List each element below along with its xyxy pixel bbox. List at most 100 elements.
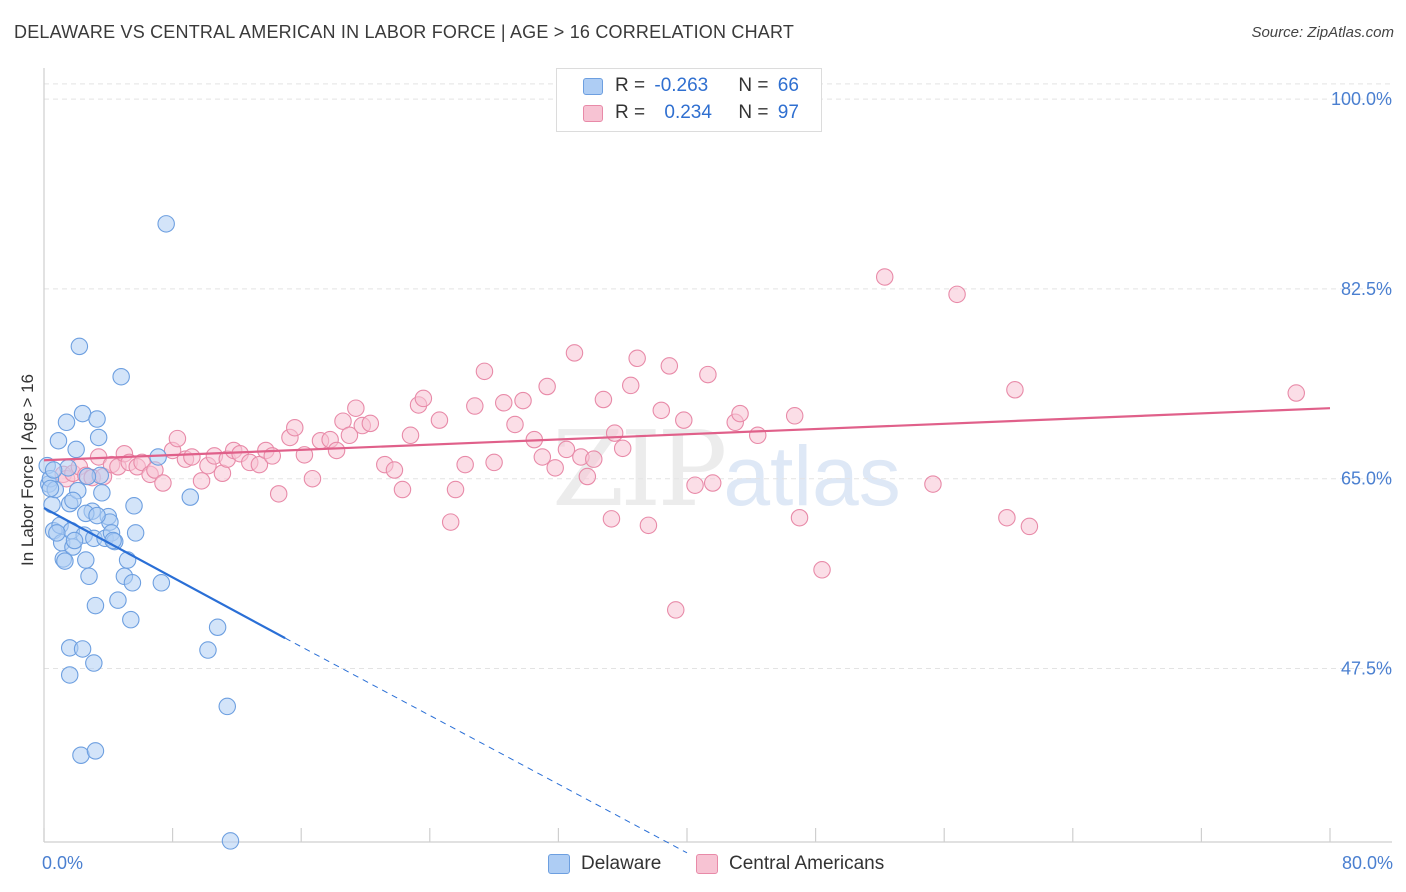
axes [43,68,1392,843]
central-americans-point-73 [613,439,632,458]
legend-row-central-americans: R = 0.234 N = 97 [583,100,799,126]
central-americans-point-71 [605,424,624,442]
delaware-point-48 [85,654,103,672]
delaware-point-25 [88,410,106,428]
delaware-point-52 [199,641,217,659]
delaware-point-28 [93,484,111,502]
central-americans-point-53 [446,480,465,499]
watermark-zip: ZIP [552,408,727,530]
central-americans-point-82 [699,365,717,384]
central-americans-point-55 [466,397,484,415]
central-americans-point-85 [731,404,749,423]
x-tick-label-max: 80.0% [1342,853,1393,873]
delaware-point-53 [208,618,227,637]
central-americans-point-42 [347,399,365,417]
delaware-point-20 [77,551,95,569]
central-americans-point-39 [327,441,346,460]
y-tick-label-3: 100.0% [1331,89,1392,109]
central-americans-point-54 [456,455,474,474]
delaware-point-42 [56,552,74,570]
legend-n-value: 66 [777,75,799,96]
delaware-point-65 [78,467,97,486]
central-americans-point-96 [1287,384,1305,402]
delaware-point-26 [89,428,108,447]
legend-r-value: -0.263 [654,75,709,96]
central-americans-point-74 [621,376,640,395]
central-americans-point-51 [430,411,449,429]
central-americans-point-36 [303,469,322,488]
bottom-legend-swatch-blue [548,854,570,874]
delaware-point-54 [218,697,237,716]
bottom-legend-label: Delaware [581,853,662,874]
delaware-point-46 [72,746,90,764]
delaware-point-41 [126,524,145,542]
bottom-legend-swatch-pink [696,854,718,874]
delaware-point-64 [41,479,60,498]
central-americans-point-75 [628,349,646,368]
legend-swatch-blue [583,77,603,95]
delaware-point-61 [88,506,106,525]
delaware-point-39 [123,574,142,592]
central-americans-point-72 [602,510,621,528]
delaware-point-60 [48,524,66,542]
gridlines [44,83,1392,669]
central-americans-points [54,268,1305,619]
central-americans-point-59 [506,415,524,434]
delaware-point-47 [86,742,105,760]
bottom-legend-central-americans: Central Americans [696,852,884,876]
legend-r-label: R = [615,75,651,96]
central-americans-point-94 [1006,381,1024,399]
central-americans-point-90 [875,268,894,286]
central-americans-point-87 [785,407,804,425]
delaware-point-15 [67,440,85,459]
central-americans-point-86 [748,426,767,445]
central-americans-point-70 [594,390,613,409]
delaware-point-38 [122,610,140,629]
delaware-point-50 [152,574,171,592]
delaware-trend-extension [284,637,688,854]
central-americans-point-18 [168,429,187,448]
central-americans-point-81 [686,476,704,494]
central-americans-point-52 [441,513,460,531]
delaware-point-44 [60,666,79,684]
delaware-point-59 [65,531,84,550]
y-tick-label-1: 65.0% [1341,469,1392,489]
legend-n-label: N = [738,102,774,123]
central-americans-point-20 [183,448,201,466]
delaware-point-49 [157,215,175,233]
central-americans-point-57 [485,453,503,472]
trend-lines [43,407,1331,854]
delaware-point-55 [221,832,240,850]
legend-n-value: 97 [777,102,799,123]
central-americans-point-77 [652,401,671,420]
delaware-point-57 [64,491,82,510]
central-americans-point-41 [340,426,359,445]
correlation-legend: R = -0.263 N = 66 R = 0.234 N = 97 [556,68,822,132]
delaware-trend-line [43,507,286,640]
central-americans-point-89 [813,561,831,579]
legend-swatch-pink [583,104,603,122]
central-americans-point-95 [1020,517,1039,536]
delaware-point-11 [59,459,77,477]
legend-n-label: N = [738,75,774,96]
central-americans-point-56 [475,362,494,381]
central-americans-point-66 [565,344,584,362]
central-americans-point-34 [286,418,304,437]
central-americans-point-80 [675,411,693,429]
delaware-point-21 [80,567,98,586]
central-americans-point-21 [192,472,211,490]
central-americans-point-64 [546,459,564,477]
central-americans-point-83 [703,474,722,492]
legend-row-delaware: R = -0.263 N = 66 [583,73,799,99]
delaware-point-34 [109,591,127,609]
delaware-point-45 [73,640,92,658]
y-tick-label-0: 47.5% [1341,658,1392,678]
central-americans-point-50 [414,389,433,408]
central-americans-point-79 [666,601,685,619]
central-americans-point-68 [578,467,597,486]
central-americans-point-44 [361,414,380,433]
central-americans-point-92 [948,285,966,304]
source-credit: Source: ZipAtlas.com [1251,24,1394,41]
bottom-legend-delaware: Delaware [548,852,661,876]
